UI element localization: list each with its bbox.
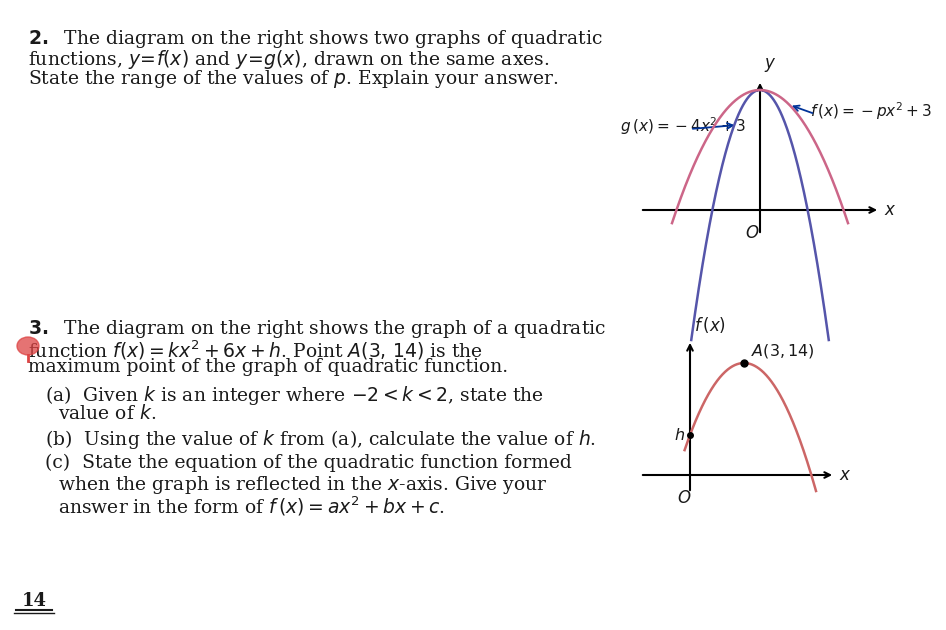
Text: $h$: $h$ [674, 427, 685, 443]
Text: functions, $y\!=\!f(x)$ and $y\!=\!g(x)$, drawn on the same axes.: functions, $y\!=\!f(x)$ and $y\!=\!g(x)$… [28, 48, 550, 71]
Text: when the graph is reflected in the $x$-axis. Give your: when the graph is reflected in the $x$-a… [58, 474, 548, 496]
Text: (c)  State the equation of the quadratic function formed: (c) State the equation of the quadratic … [45, 454, 571, 472]
Text: $y$: $y$ [764, 56, 777, 74]
Text: $g\,(x) = -4x^2 + 3$: $g\,(x) = -4x^2 + 3$ [620, 115, 746, 137]
Text: $\mathbf{2.}$  The diagram on the right shows two graphs of quadratic: $\mathbf{2.}$ The diagram on the right s… [28, 28, 603, 50]
Text: 14: 14 [22, 592, 46, 610]
Text: $\mathbf{3.}$  The diagram on the right shows the graph of a quadratic: $\mathbf{3.}$ The diagram on the right s… [28, 318, 606, 340]
Text: $O$: $O$ [676, 489, 692, 507]
Text: value of $k$.: value of $k$. [58, 404, 156, 423]
Text: (a)  Given $k$ is an integer where $-2 < k < 2$, state the: (a) Given $k$ is an integer where $-2 < … [45, 384, 544, 407]
Text: $O$: $O$ [745, 224, 760, 242]
Text: $f\,(x) = -px^2 + 3$: $f\,(x) = -px^2 + 3$ [810, 100, 932, 122]
Text: State the range of the values of $p$. Explain your answer.: State the range of the values of $p$. Ex… [28, 68, 559, 90]
Ellipse shape [17, 337, 39, 355]
Text: (b)  Using the value of $k$ from (a), calculate the value of $h$.: (b) Using the value of $k$ from (a), cal… [45, 428, 596, 451]
Text: $A(3,14)$: $A(3,14)$ [751, 342, 815, 360]
Text: $f\,(x)$: $f\,(x)$ [694, 315, 726, 335]
Text: $x$: $x$ [839, 466, 851, 484]
Text: answer in the form of $f\,(x) = ax^2 + bx + c$.: answer in the form of $f\,(x) = ax^2 + b… [58, 494, 445, 517]
Text: function $f(x) = kx^2 + 6x + h$. Point $A(3,\,14)$ is the: function $f(x) = kx^2 + 6x + h$. Point $… [28, 338, 483, 362]
Text: maximum point of the graph of quadratic function.: maximum point of the graph of quadratic … [28, 358, 508, 376]
Text: $x$: $x$ [884, 201, 897, 219]
